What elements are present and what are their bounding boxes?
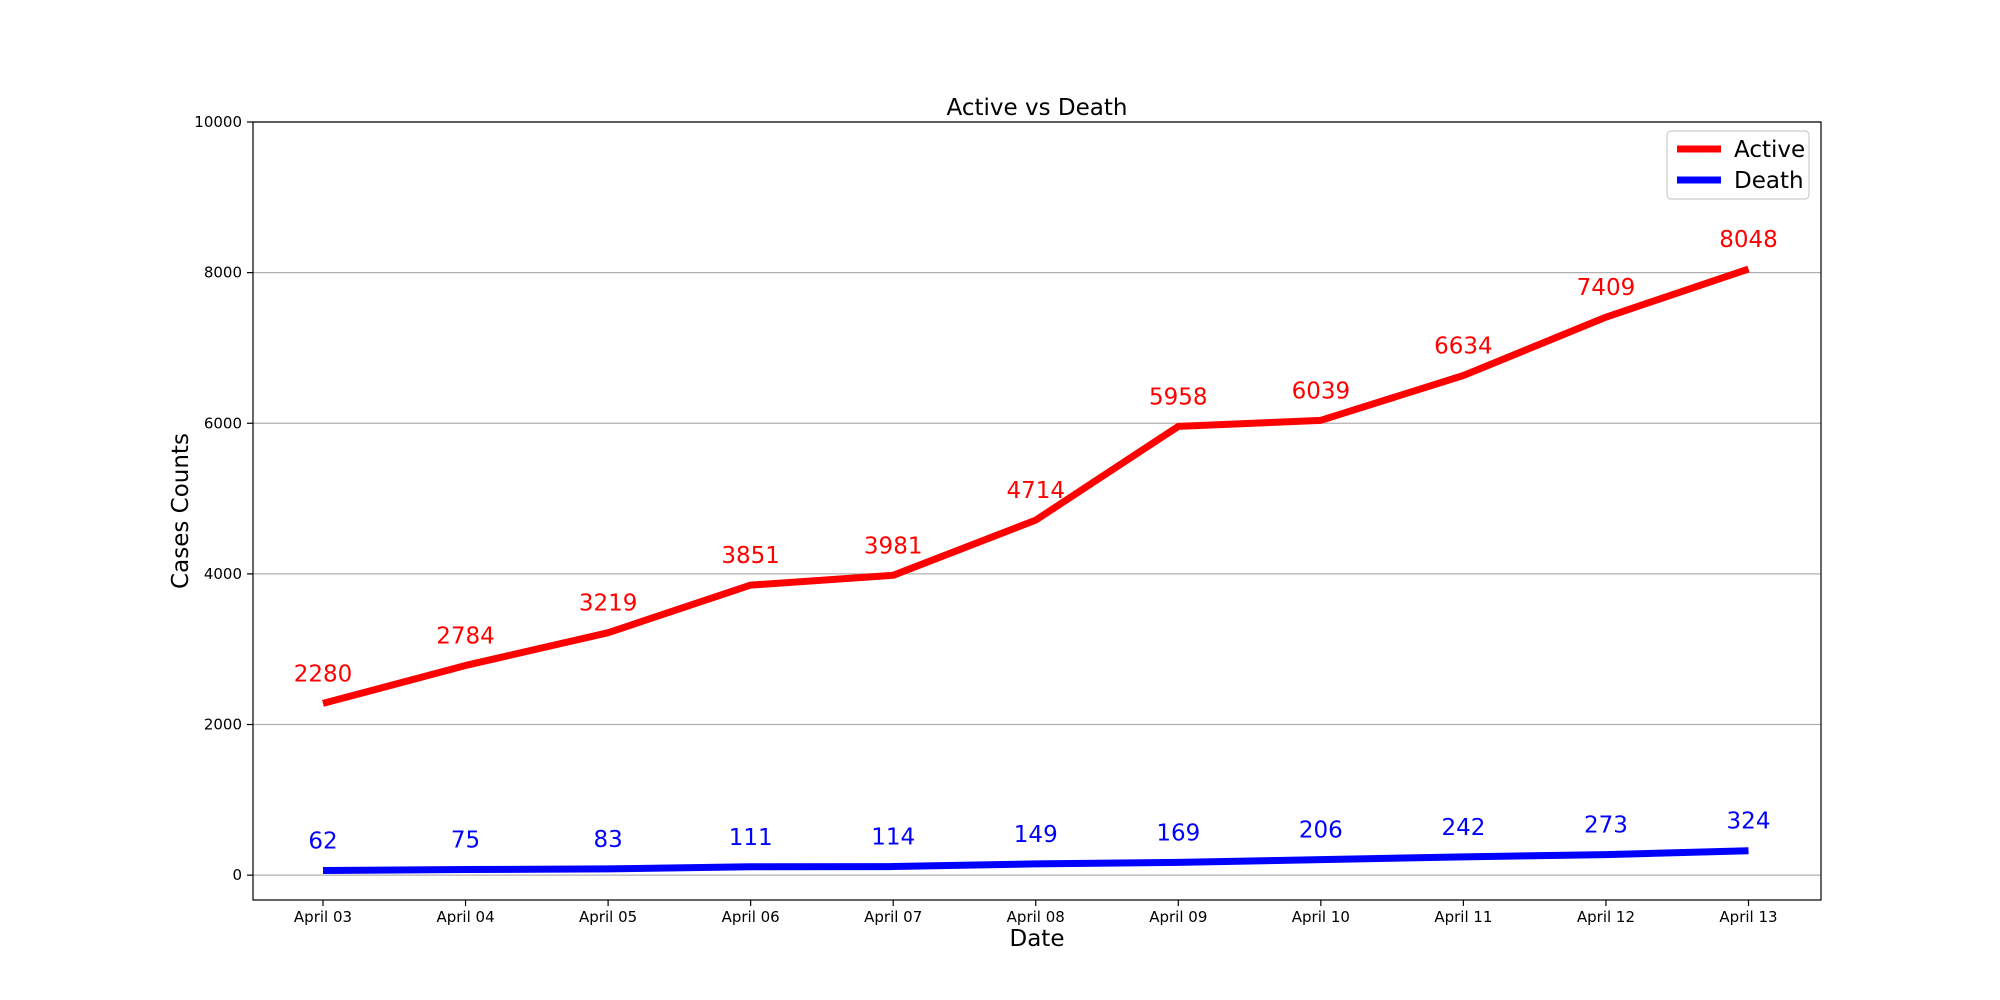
x-tick-label: April 03 (294, 908, 352, 926)
legend-label-death: Death (1734, 168, 1804, 194)
data-label: 2280 (294, 661, 353, 687)
data-label: 206 (1299, 818, 1343, 844)
data-label: 7409 (1577, 275, 1636, 301)
data-label: 273 (1584, 813, 1628, 839)
legend: Active Death (1666, 130, 1810, 200)
x-tick-label: April 08 (1007, 908, 1065, 926)
plot-area-frame (252, 121, 1822, 901)
y-axis-label: Cases Counts (168, 433, 194, 589)
data-label: 5958 (1149, 384, 1208, 410)
x-tick-label: April 04 (436, 908, 494, 926)
data-label: 8048 (1719, 227, 1778, 253)
legend-label-active: Active (1734, 137, 1805, 163)
x-tick-label: April 06 (722, 908, 780, 926)
y-tick-label: 8000 (204, 264, 242, 282)
series-lines (322, 265, 1750, 874)
x-tick-label: April 13 (1719, 908, 1777, 926)
series-line-active (322, 265, 1750, 707)
data-label: 3219 (579, 591, 638, 617)
x-tick-label: April 11 (1434, 908, 1492, 926)
x-tick-label: April 10 (1292, 908, 1350, 926)
data-label: 149 (1014, 822, 1058, 848)
x-tick-label: April 09 (1149, 908, 1207, 926)
data-label: 242 (1441, 815, 1485, 841)
data-label: 2784 (436, 623, 495, 649)
data-label: 324 (1727, 809, 1771, 835)
data-label: 62 (308, 828, 337, 854)
data-label: 111 (729, 825, 773, 851)
data-label: 6634 (1434, 334, 1493, 360)
data-label: 3981 (864, 533, 923, 559)
data-label: 3851 (721, 543, 780, 569)
y-tick-label: 0 (232, 866, 242, 884)
data-label: 4714 (1006, 478, 1065, 504)
data-label: 83 (593, 827, 622, 853)
y-tick-label: 10000 (194, 113, 242, 131)
y-tick-label: 4000 (204, 565, 242, 583)
series-line-death (322, 847, 1749, 874)
data-label: 6039 (1292, 378, 1351, 404)
x-tick-label: April 05 (579, 908, 637, 926)
y-tick-label: 6000 (204, 414, 242, 432)
x-tick-label: April 12 (1577, 908, 1635, 926)
chart-title: Active vs Death (947, 95, 1128, 121)
y-tick-label: 2000 (204, 716, 242, 734)
data-labels: 2280 2784 3219 3851 3981 4714 5958 6039 6634 7409… (294, 227, 1778, 854)
data-label: 114 (871, 825, 915, 851)
x-axis-ticks: April 03 April 04 April 05 April 06 April 07… (294, 900, 1778, 926)
y-axis-ticks: 0 2000 4000 6000 8000 10000 (194, 113, 253, 884)
data-label: 75 (451, 827, 480, 853)
x-axis-label: Date (1010, 926, 1065, 952)
data-label: 169 (1156, 820, 1200, 846)
x-tick-label: April 07 (864, 908, 922, 926)
